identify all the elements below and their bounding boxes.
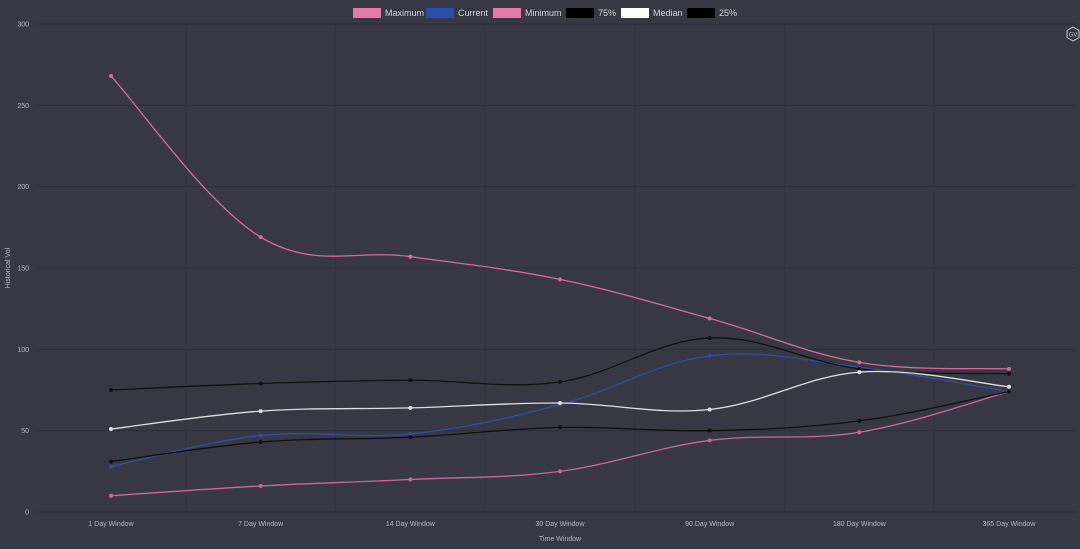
data-point-current[interactable] [408,431,413,436]
data-point-maximum[interactable] [558,277,562,282]
data-point-median[interactable] [109,427,113,432]
legend-swatch [493,8,521,18]
legend-label: Current [458,8,489,18]
y-tick-label: 0 [25,510,29,517]
x-tick-label: 1 Day Window [88,521,134,528]
legend-item-maximum[interactable]: Maximum [353,8,424,18]
legend-label: Median [653,8,683,18]
data-point-maximum[interactable] [857,360,862,365]
series-minimum[interactable] [109,389,1011,498]
y-tick-label: 150 [17,266,29,273]
x-tick-label: 30 Day Window [535,521,585,528]
y-tick-label: 200 [17,184,29,191]
data-point-25pct[interactable] [1007,389,1011,394]
data-point-maximum[interactable] [258,235,263,240]
legend-item-minimum[interactable]: Minimum [493,8,562,18]
data-point-median[interactable] [1007,384,1011,389]
data-point-minimum[interactable] [857,430,862,435]
data-point-75pct[interactable] [109,388,113,392]
x-tick-label: 7 Day Window [238,521,284,528]
y-axis-title: Historical Vol [5,247,12,288]
data-point-minimum[interactable] [408,477,413,482]
y-tick-label: 300 [17,22,29,29]
data-point-25pct[interactable] [857,418,862,423]
x-tick-label: 14 Day Window [386,521,436,528]
series-line-maximum[interactable] [110,75,1010,370]
data-point-75pct[interactable] [857,366,862,371]
series-median[interactable] [109,370,1011,432]
data-point-75pct[interactable] [408,378,413,383]
logo-icon[interactable]: GV [1065,26,1080,42]
legend-item-25pct[interactable]: 25% [687,8,737,18]
data-point-25pct[interactable] [707,428,712,433]
data-point-75pct[interactable] [258,381,263,386]
data-point-minimum[interactable] [707,438,712,443]
legend-swatch [353,8,381,18]
data-point-minimum[interactable] [258,483,263,488]
data-point-current[interactable] [707,353,712,358]
data-point-maximum[interactable] [1007,366,1011,371]
data-point-maximum[interactable] [109,74,113,79]
data-point-minimum[interactable] [109,493,113,498]
data-point-current[interactable] [109,464,113,469]
legend-label: Maximum [385,8,424,18]
x-tick-label: 365 Day Window [983,521,1037,528]
legend-swatch [426,8,454,18]
data-point-median[interactable] [558,401,562,406]
logo-text: GV [1069,33,1078,39]
legend-item-75pct[interactable]: 75% [566,8,616,18]
legend-item-median[interactable]: Median [621,8,683,18]
data-point-maximum[interactable] [408,254,413,259]
y-tick-label: 250 [17,103,29,110]
data-point-25pct[interactable] [408,435,413,440]
grid [37,23,1076,513]
data-point-minimum[interactable] [558,469,562,474]
legend-item-current[interactable]: Current [426,8,489,18]
data-point-75pct[interactable] [1007,371,1011,376]
axes: 0 50 100 150 200 250 300 1 Day Window 7 Day Wind… [17,22,1036,529]
legend-swatch [687,8,715,18]
x-tick-label: 90 Day Window [685,521,735,528]
data-point-25pct[interactable] [258,440,263,445]
data-point-75pct[interactable] [707,335,712,340]
data-point-75pct[interactable] [558,379,562,384]
y-tick-label: 50 [21,428,29,435]
data-point-maximum[interactable] [707,316,712,321]
legend[interactable]: Maximum Current Minimum 75% Median 25% [353,8,737,18]
series-group [109,74,1011,498]
series-maximum[interactable] [109,74,1011,371]
data-point-25pct[interactable] [558,425,562,430]
legend-label: Minimum [525,8,562,18]
data-point-median[interactable] [258,409,263,414]
x-tick-label: 180 Day Window [833,521,887,528]
legend-swatch [566,8,594,18]
y-tick-label: 100 [17,347,29,354]
data-point-median[interactable] [707,407,712,412]
data-point-current[interactable] [258,433,263,438]
data-point-25pct[interactable] [109,459,113,464]
legend-swatch [621,8,649,18]
data-point-median[interactable] [408,405,413,410]
data-point-median[interactable] [857,370,862,375]
legend-label: 25% [719,8,737,18]
series-25pct[interactable] [109,389,1011,464]
series-75pct[interactable] [109,335,1011,392]
x-axis-title: Time Window [539,536,582,543]
legend-label: 75% [598,8,616,18]
